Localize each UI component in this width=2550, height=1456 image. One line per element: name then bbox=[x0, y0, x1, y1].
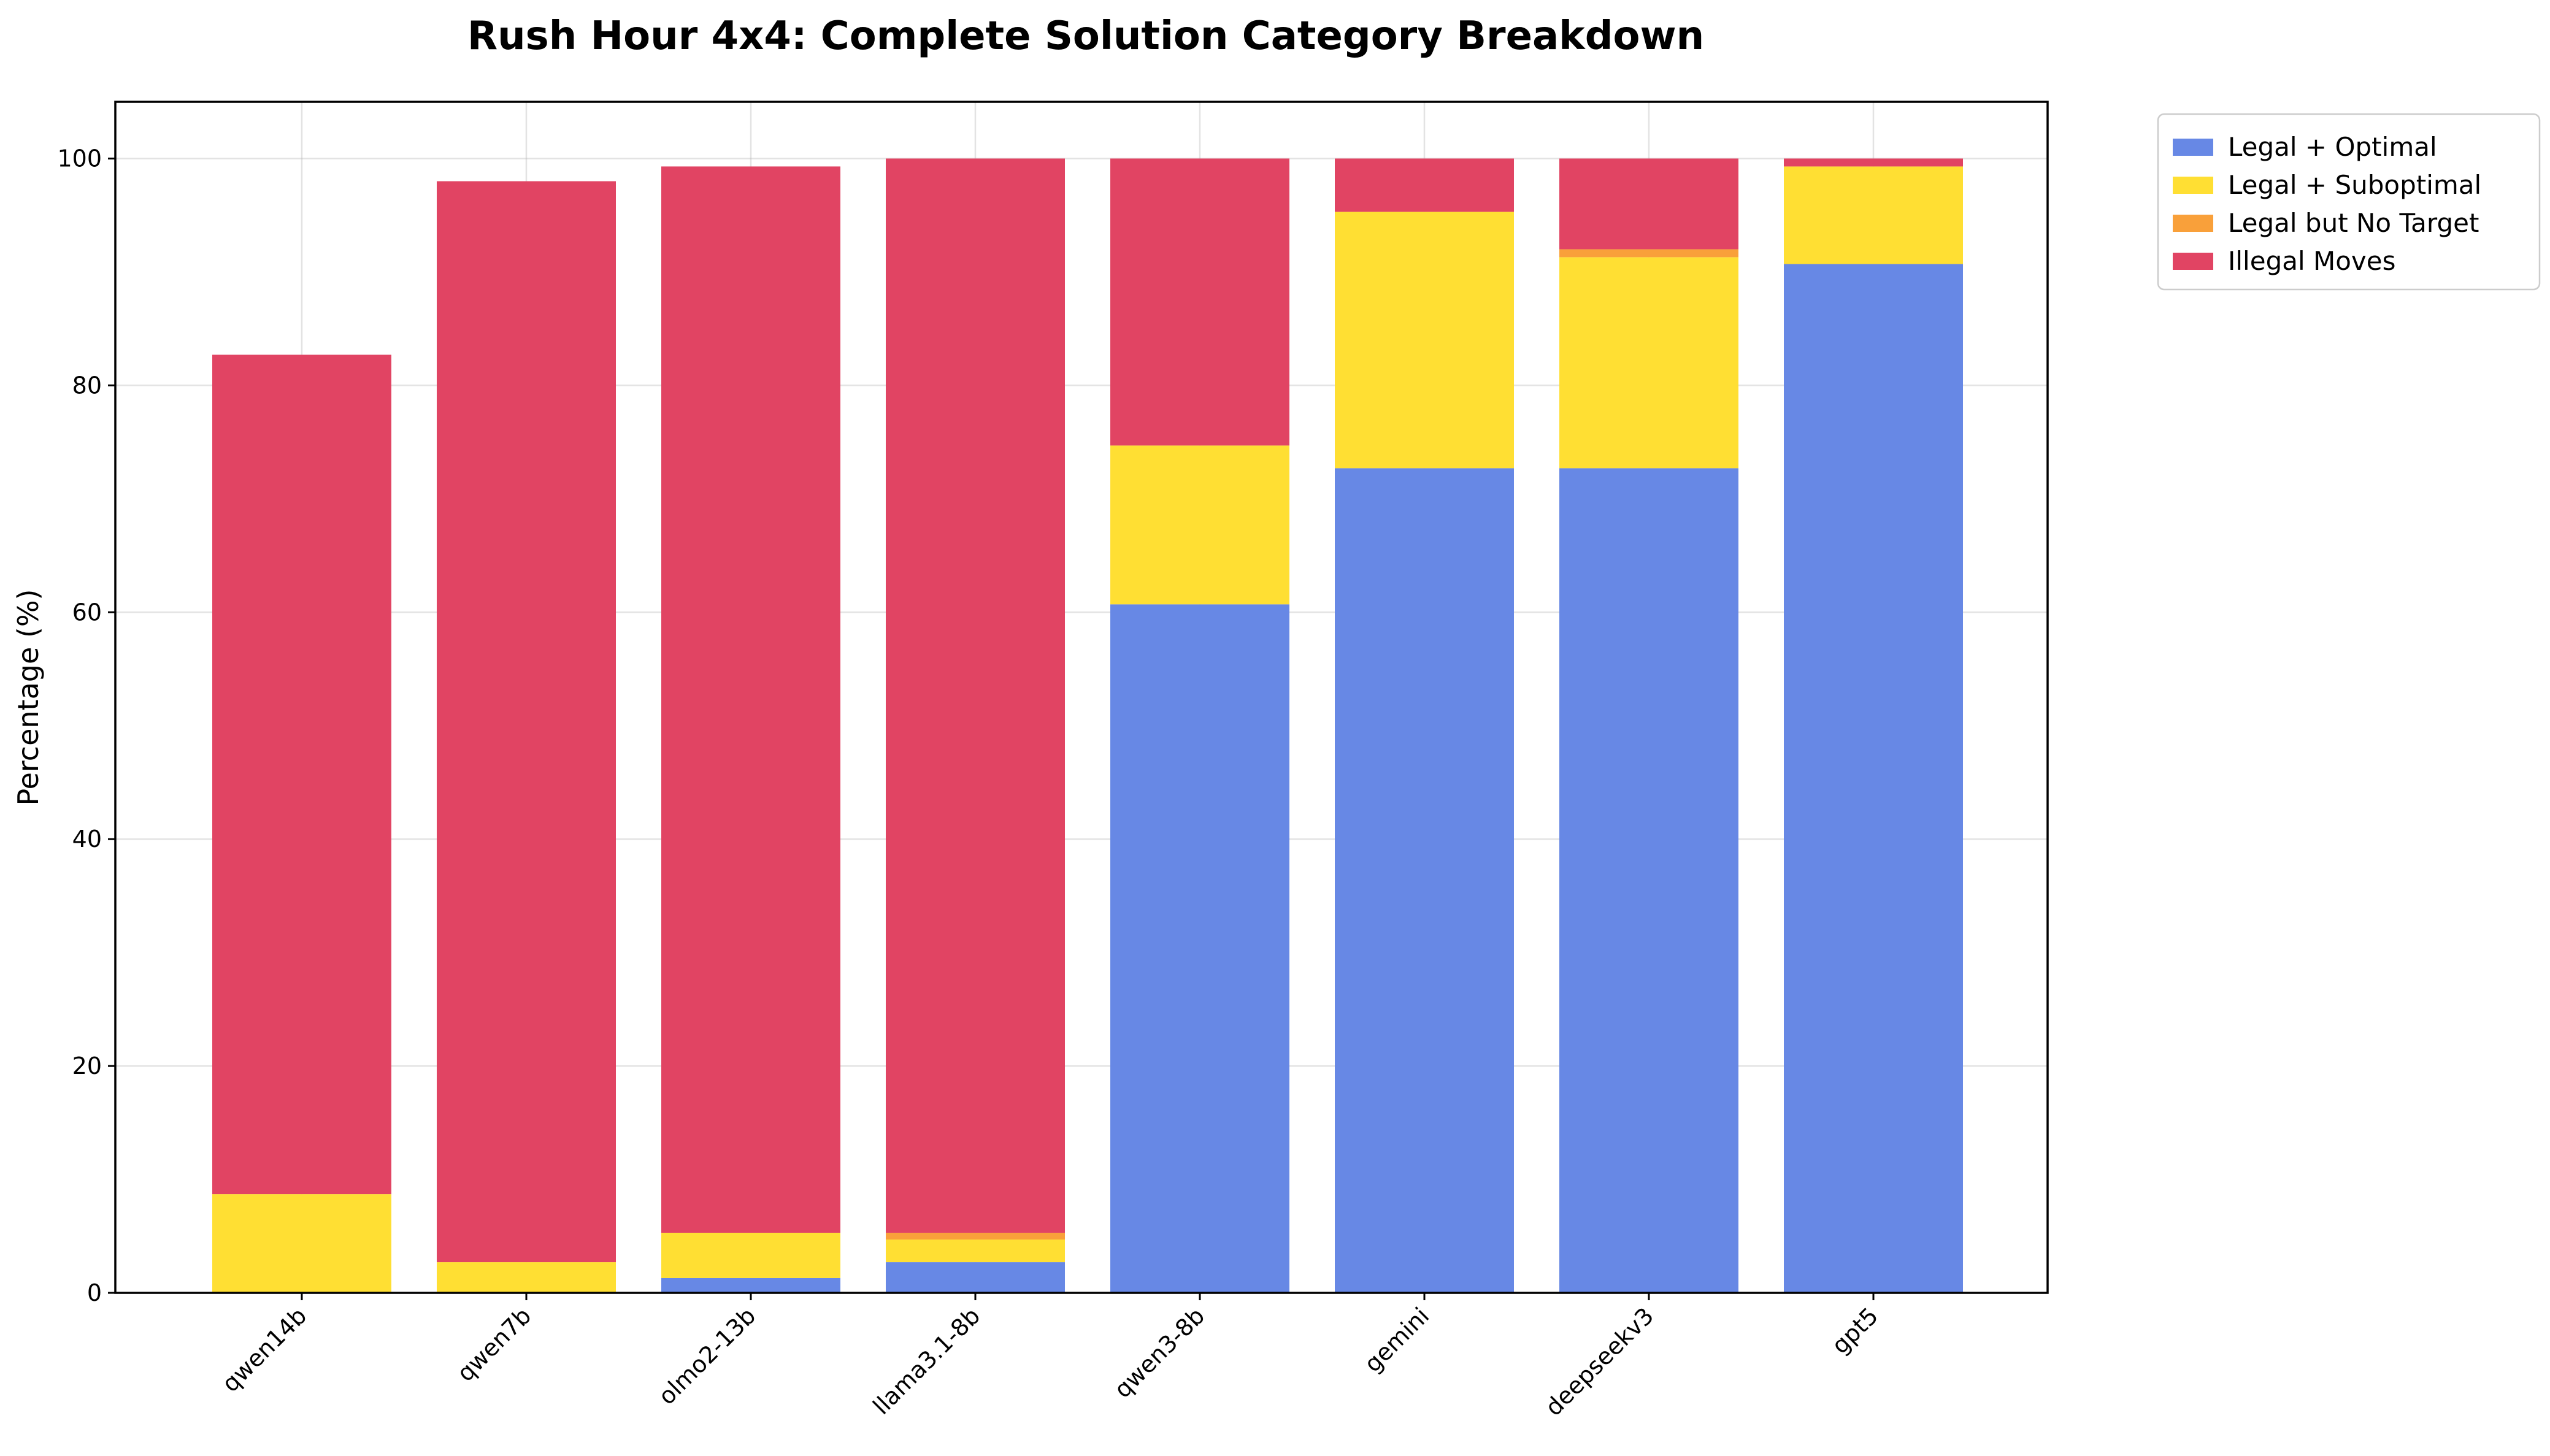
y-tick-label: 20 bbox=[72, 1052, 102, 1079]
x-tick-label: olmo2-13b bbox=[653, 1302, 761, 1410]
x-axis-ticks: qwen14b qwen7b olmo2-13b llama3.1-8b qwen3-8… bbox=[217, 1293, 1883, 1421]
y-tick-label: 60 bbox=[72, 599, 102, 626]
bar-gemini-series-3 bbox=[1335, 158, 1514, 212]
bar-qwen14b-series-1 bbox=[212, 1194, 391, 1293]
bar-gpt5-series-3 bbox=[1784, 158, 1963, 167]
grid-lines bbox=[115, 102, 2048, 1294]
bar-qwen7b-series-3 bbox=[437, 181, 616, 1263]
y-tick-label: 80 bbox=[72, 372, 102, 399]
legend-label-1: Legal + Suboptimal bbox=[2228, 170, 2481, 200]
plot-frame bbox=[114, 101, 2049, 1294]
legend-label-2: Legal but No Target bbox=[2228, 208, 2479, 238]
y-tick-label: 40 bbox=[72, 826, 102, 853]
bar-gpt5-series-1 bbox=[1784, 166, 1963, 264]
bar-olmo2-13b-series-1 bbox=[661, 1232, 840, 1278]
y-tick-label: 100 bbox=[57, 145, 102, 172]
bar-gemini-series-0 bbox=[1335, 468, 1514, 1293]
legend-label-0: Legal + Optimal bbox=[2228, 132, 2437, 162]
y-tick-label: 0 bbox=[87, 1279, 102, 1306]
y-axis-ticks: 0 20 40 60 80 100 bbox=[57, 145, 115, 1306]
x-tick-label: qwen14b bbox=[217, 1302, 312, 1397]
bar-qwen3-8b-series-0 bbox=[1110, 604, 1289, 1293]
bar-qwen7b-series-1 bbox=[437, 1262, 616, 1293]
bar-llama3.1-8b-series-1 bbox=[886, 1240, 1065, 1263]
x-tick-label: llama3.1-8b bbox=[868, 1302, 986, 1420]
legend-label-3: Illegal Moves bbox=[2228, 246, 2396, 276]
bar-llama3.1-8b-series-0 bbox=[886, 1262, 1065, 1293]
legend-swatch-3 bbox=[2173, 253, 2213, 270]
legend-swatch-1 bbox=[2173, 177, 2213, 194]
bar-qwen3-8b-series-3 bbox=[1110, 158, 1289, 446]
bar-gemini-series-1 bbox=[1335, 212, 1514, 469]
bar-gpt5-series-0 bbox=[1784, 264, 1963, 1293]
legend-swatch-2 bbox=[2173, 215, 2213, 232]
y-axis-label: Percentage (%) bbox=[12, 589, 45, 806]
bars bbox=[212, 158, 1963, 1293]
chart-title: Rush Hour 4x4: Complete Solution Categor… bbox=[467, 13, 1704, 59]
bar-deepseekv3-series-2 bbox=[1559, 249, 1738, 258]
x-tick-label: gemini bbox=[1359, 1302, 1435, 1377]
legend-swatch-0 bbox=[2173, 139, 2213, 156]
legend-box bbox=[2157, 113, 2541, 291]
bar-qwen3-8b-series-1 bbox=[1110, 445, 1289, 605]
bar-deepseekv3-series-1 bbox=[1559, 257, 1738, 469]
bar-olmo2-13b-series-3 bbox=[661, 166, 840, 1233]
bar-deepseekv3-series-3 bbox=[1559, 158, 1738, 250]
x-tick-label: gpt5 bbox=[1827, 1302, 1884, 1359]
bar-llama3.1-8b-series-3 bbox=[886, 158, 1065, 1233]
legend: Legal + Optimal Legal + Suboptimal Legal b… bbox=[2157, 113, 2541, 291]
x-tick-label: qwen3-8b bbox=[1109, 1302, 1210, 1403]
bar-qwen14b-series-3 bbox=[212, 354, 391, 1195]
bar-olmo2-13b-series-0 bbox=[661, 1278, 840, 1293]
x-tick-label: deepseekv3 bbox=[1540, 1302, 1659, 1421]
bar-llama3.1-8b-series-2 bbox=[886, 1232, 1065, 1240]
bar-deepseekv3-series-0 bbox=[1559, 468, 1738, 1293]
x-tick-label: qwen7b bbox=[452, 1302, 537, 1387]
